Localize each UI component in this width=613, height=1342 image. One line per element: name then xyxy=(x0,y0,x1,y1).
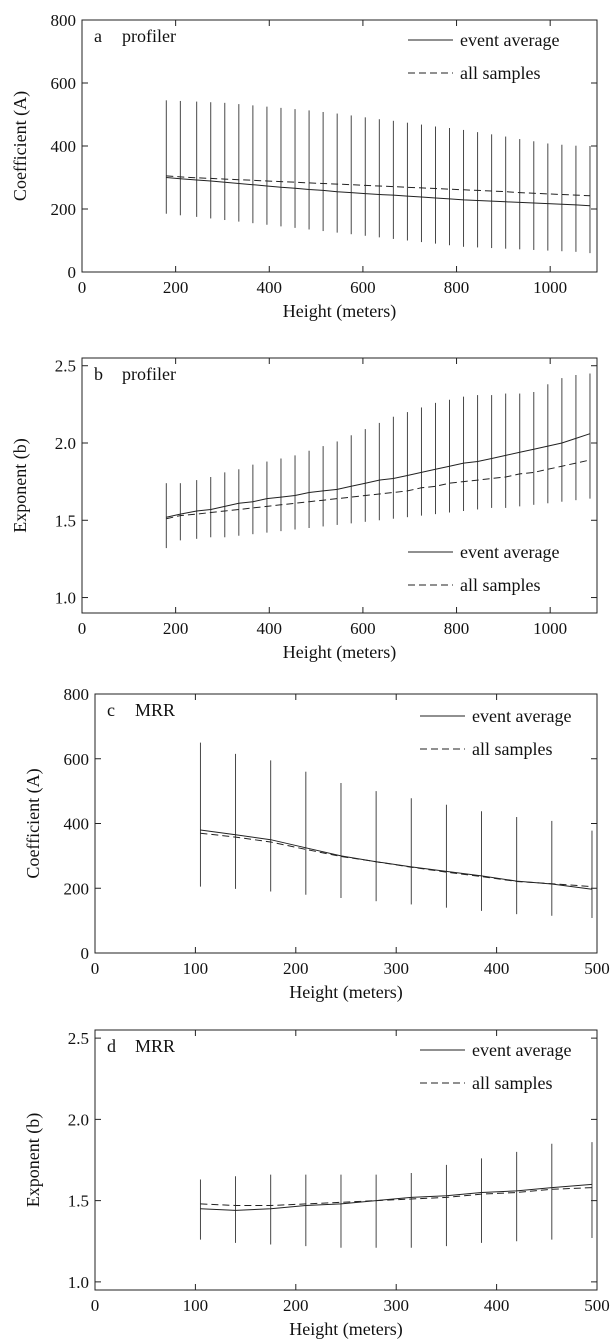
x-tick-label: 0 xyxy=(78,278,87,297)
y-tick-label: 200 xyxy=(64,879,90,898)
panel-title: MRR xyxy=(135,700,175,720)
x-tick-label: 1000 xyxy=(533,619,567,638)
panel-letter: c xyxy=(107,700,115,720)
panel-letter: a xyxy=(94,26,102,46)
y-axis-label: Exponent (b) xyxy=(10,438,31,532)
plot-frame xyxy=(94,1029,598,1291)
series-line-all-samples xyxy=(200,832,593,888)
y-axis-label: Coefficient (A) xyxy=(23,768,44,878)
x-tick-label: 0 xyxy=(78,619,87,638)
series-line-all-samples xyxy=(166,175,591,197)
legend: event average all samples xyxy=(408,542,559,595)
x-axis-label: Height (meters) xyxy=(283,301,396,322)
y-tick-label: 1.0 xyxy=(68,1273,89,1292)
legend-label: event average xyxy=(472,1040,571,1060)
x-tick-label: 1000 xyxy=(533,278,567,297)
series-line-event-average xyxy=(166,177,591,207)
chart-panel-c: 0 100 200 300 400 500 0 200 400 600 800 Height (met… xyxy=(23,685,610,1003)
legend: event average all samples xyxy=(420,1040,571,1093)
x-tick-label: 500 xyxy=(584,1296,610,1315)
y-tick-label: 2.0 xyxy=(55,434,76,453)
legend-label: all samples xyxy=(460,63,540,83)
plot-frame xyxy=(81,357,598,614)
x-tick-label: 600 xyxy=(350,278,376,297)
x-tick-label: 200 xyxy=(283,1296,309,1315)
x-tick-label: 600 xyxy=(350,619,376,638)
x-tick-label: 200 xyxy=(163,278,189,297)
y-tick-label: 2.0 xyxy=(68,1110,89,1129)
x-tick-label: 800 xyxy=(444,619,470,638)
x-tick-label: 0 xyxy=(91,1296,100,1315)
y-tick-label: 200 xyxy=(51,200,77,219)
x-tick-label: 200 xyxy=(163,619,189,638)
x-tick-label: 100 xyxy=(183,1296,209,1315)
legend-label: event average xyxy=(460,30,559,50)
panel-title: MRR xyxy=(135,1036,175,1056)
x-tick-label: 300 xyxy=(383,959,409,978)
panel-letter: b xyxy=(94,364,103,384)
y-axis-label: Exponent (b) xyxy=(23,1113,44,1207)
y-tick-label: 0 xyxy=(68,263,77,282)
x-tick-label: 400 xyxy=(484,959,510,978)
y-axis-label: Coefficient (A) xyxy=(10,91,31,201)
panel-title: profiler xyxy=(122,26,176,46)
y-tick-label: 600 xyxy=(64,750,90,769)
y-tick-label: 800 xyxy=(64,685,90,704)
legend-label: event average xyxy=(472,706,571,726)
x-axis-label: Height (meters) xyxy=(289,1319,402,1340)
y-tick-label: 800 xyxy=(51,11,77,30)
x-axis-label: Height (meters) xyxy=(289,982,402,1003)
y-tick-label: 400 xyxy=(64,815,90,834)
legend-label: all samples xyxy=(472,739,552,759)
y-tick-label: 2.5 xyxy=(68,1029,89,1048)
x-axis-label: Height (meters) xyxy=(283,642,396,663)
series-line-event-average xyxy=(200,1183,593,1211)
legend: event average all samples xyxy=(420,706,571,759)
series-line-event-average xyxy=(200,829,593,890)
legend-label: all samples xyxy=(472,1073,552,1093)
plot-frame xyxy=(94,693,598,954)
x-tick-label: 0 xyxy=(91,959,100,978)
y-tick-label: 0 xyxy=(81,944,90,963)
x-tick-label: 100 xyxy=(183,959,209,978)
panel-title: profiler xyxy=(122,364,176,384)
series-line-event-average xyxy=(166,433,591,518)
x-tick-label: 400 xyxy=(257,278,283,297)
y-tick-label: 400 xyxy=(51,137,77,156)
y-tick-label: 1.0 xyxy=(55,589,76,608)
y-tick-label: 2.5 xyxy=(55,357,76,376)
chart-panel-a: 0 200 400 600 800 1000 0 200 400 600 800 Height (me… xyxy=(10,11,598,322)
panel-letter: d xyxy=(107,1036,116,1056)
x-tick-label: 300 xyxy=(383,1296,409,1315)
legend-label: all samples xyxy=(460,575,540,595)
x-tick-label: 400 xyxy=(257,619,283,638)
x-tick-label: 500 xyxy=(584,959,610,978)
chart-panel-d: 0 100 200 300 400 500 1.0 1.5 2.0 2.5 Height (mete… xyxy=(23,1029,610,1340)
y-tick-label: 1.5 xyxy=(68,1192,89,1211)
x-tick-label: 800 xyxy=(444,278,470,297)
x-tick-label: 200 xyxy=(283,959,309,978)
legend: event average all samples xyxy=(408,30,559,83)
chart-panel-b: 0 200 400 600 800 1000 1.0 1.5 2.0 2.5 Height (met… xyxy=(10,357,598,663)
y-tick-label: 600 xyxy=(51,74,77,93)
y-tick-label: 1.5 xyxy=(55,511,76,530)
x-tick-label: 400 xyxy=(484,1296,510,1315)
legend-label: event average xyxy=(460,542,559,562)
series-line-all-samples xyxy=(200,1187,593,1206)
series-line-all-samples xyxy=(166,459,591,520)
